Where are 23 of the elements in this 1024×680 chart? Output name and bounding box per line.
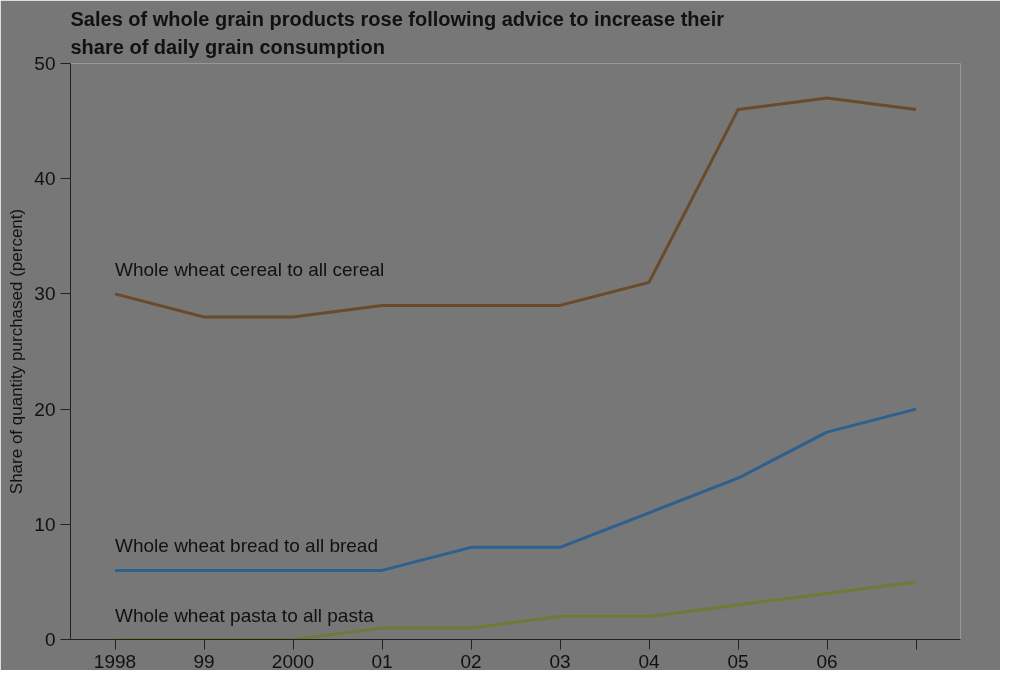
x-tick-label: 03 (549, 650, 571, 672)
y-tick-label: 20 (34, 398, 56, 420)
line-series (113, 407, 918, 572)
x-tick-label: 02 (460, 650, 482, 672)
x-tick-label: 01 (371, 650, 393, 672)
series-label: Whole wheat bread to all bread (115, 535, 378, 557)
series-label: Whole wheat pasta to all pasta (115, 604, 375, 626)
x-tick-label: 04 (638, 650, 660, 672)
x-tick-label: 2000 (271, 650, 315, 672)
line-series (113, 96, 918, 319)
y-tick-label: 50 (34, 53, 56, 74)
chart-title: Sales of whole grain products rose following advice to increase their share of daily grain consumption (70, 7, 725, 59)
y-axis-title: Share of quantity purchased (percent) (7, 208, 27, 495)
x-tick-label: 05 (727, 650, 749, 672)
series-label: Whole wheat cereal to all cereal (115, 258, 385, 280)
y-tick-label: 40 (34, 168, 56, 190)
y-tick-label: 30 (34, 283, 56, 305)
x-tick-label: 06 (816, 650, 838, 672)
line-series (113, 580, 918, 640)
y-tick-label: 0 (44, 629, 56, 650)
x-tick-label: 1998 (93, 650, 137, 672)
x-tick-label: 99 (193, 650, 215, 672)
y-tick-label: 10 (34, 513, 56, 535)
